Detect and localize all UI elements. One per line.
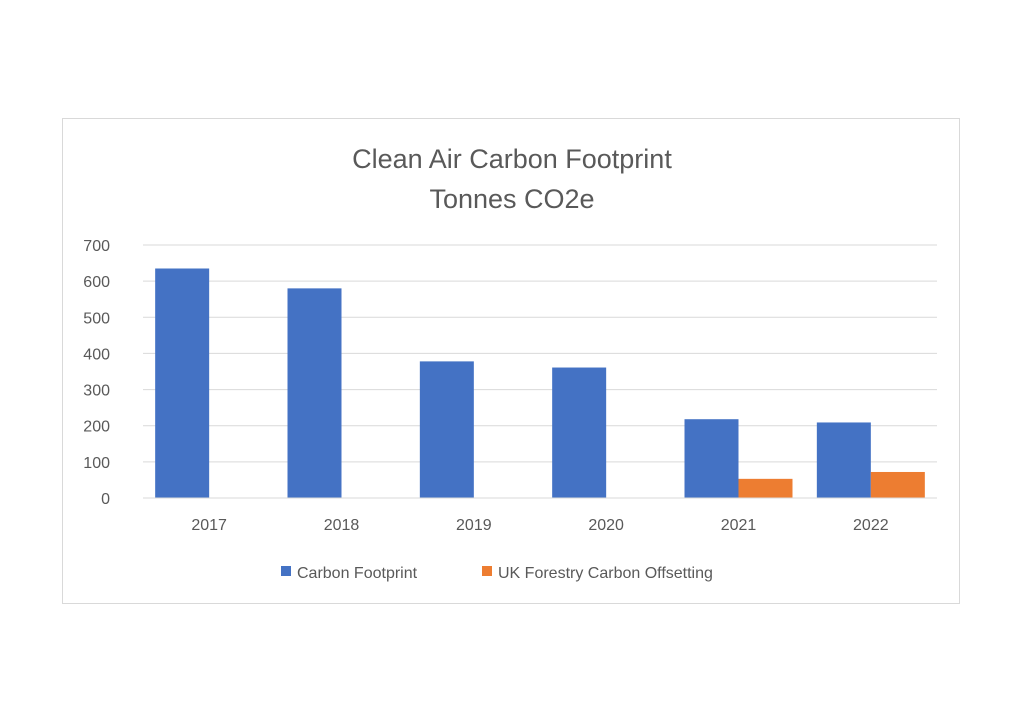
y-tick-label: 600: [83, 274, 110, 291]
x-tick-label: 2021: [721, 517, 757, 534]
x-tick-label: 2022: [853, 517, 889, 534]
y-axis-ticks: 0 100 200 300 400 500 600 700: [83, 238, 110, 508]
x-tick-label: 2017: [191, 517, 227, 534]
legend: Carbon Footprint UK Forestry Carbon Offse…: [281, 565, 713, 582]
legend-swatch: [281, 566, 291, 576]
bar-chart: Clean Air Carbon Footprint Tonnes CO2e 0…: [83, 144, 937, 582]
legend-swatch: [482, 566, 492, 576]
x-axis-ticks: 2017 2018 2019 2020 2021 2022: [191, 517, 888, 534]
x-tick-label: 2018: [324, 517, 360, 534]
y-tick-label: 700: [83, 238, 110, 255]
y-tick-label: 400: [83, 346, 110, 363]
gridlines: [143, 244, 937, 463]
chart-subtitle: Tonnes CO2e: [429, 184, 594, 214]
chart-title: Clean Air Carbon Footprint: [352, 144, 672, 174]
y-tick-label: 200: [83, 419, 110, 436]
bar-carbon-footprint-2020: [552, 367, 607, 498]
legend-label: UK Forestry Carbon Offsetting: [498, 565, 713, 582]
y-tick-label: 100: [83, 455, 110, 472]
bar-carbon-footprint-2018: [287, 288, 342, 498]
legend-label: Carbon Footprint: [297, 565, 418, 582]
bar-carbon-footprint-2022: [816, 422, 871, 498]
x-tick-label: 2019: [456, 517, 492, 534]
bar-carbon-footprint-2019: [419, 361, 474, 498]
y-tick-label: 300: [83, 383, 110, 400]
y-tick-label: 500: [83, 310, 110, 327]
bars: [155, 268, 925, 498]
x-tick-label: 2020: [588, 517, 624, 534]
y-tick-label: 0: [101, 491, 110, 508]
chart-container: Clean Air Carbon Footprint Tonnes CO2e 0…: [62, 118, 960, 604]
bar-forestry-offsetting-2022: [870, 471, 925, 498]
bar-carbon-footprint-2021: [684, 419, 739, 498]
bar-forestry-offsetting-2021: [738, 478, 793, 498]
bar-carbon-footprint-2017: [155, 268, 210, 498]
